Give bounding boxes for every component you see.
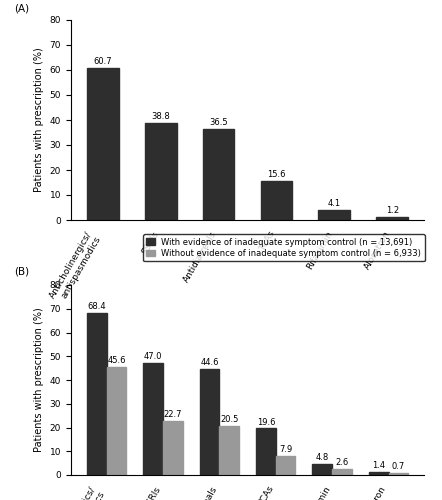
Y-axis label: Patients with prescription (%): Patients with prescription (%)	[34, 308, 44, 452]
Legend: With evidence of inadequate symptom control (n = 13,691), Without evidence of in: With evidence of inadequate symptom cont…	[143, 234, 425, 262]
Text: 7.9: 7.9	[279, 446, 292, 454]
Bar	[332, 469, 352, 475]
Bar	[369, 472, 389, 475]
Bar	[87, 312, 107, 475]
Text: 4.1: 4.1	[328, 198, 341, 208]
Text: 15.6: 15.6	[267, 170, 286, 179]
Bar	[107, 366, 126, 475]
Text: 45.6: 45.6	[107, 356, 126, 365]
Bar	[202, 128, 235, 220]
Y-axis label: Patients with prescription (%): Patients with prescription (%)	[34, 48, 44, 193]
X-axis label: Drug class/type: Drug class/type	[209, 310, 286, 320]
Text: 22.7: 22.7	[164, 410, 182, 419]
Text: (B): (B)	[14, 266, 29, 276]
Bar	[377, 217, 408, 220]
Bar	[319, 210, 351, 220]
Text: 47.0: 47.0	[144, 352, 162, 362]
Text: 60.7: 60.7	[93, 57, 112, 66]
Text: 44.6: 44.6	[200, 358, 219, 367]
Text: 2.6: 2.6	[335, 458, 349, 467]
Text: 1.4: 1.4	[372, 461, 385, 470]
Bar	[200, 369, 219, 475]
Bar	[260, 181, 293, 220]
Bar	[163, 421, 183, 475]
Bar	[219, 426, 239, 475]
Bar	[143, 364, 163, 475]
Text: 36.5: 36.5	[209, 118, 228, 126]
Text: 0.7: 0.7	[392, 462, 405, 471]
Bar	[389, 474, 408, 475]
Bar	[276, 456, 295, 475]
Bar	[145, 123, 176, 220]
Text: 20.5: 20.5	[220, 416, 238, 424]
Bar	[87, 68, 118, 220]
Text: 1.2: 1.2	[386, 206, 399, 215]
Bar	[256, 428, 276, 475]
Text: (A): (A)	[14, 4, 29, 14]
Text: 4.8: 4.8	[316, 452, 329, 462]
Bar	[312, 464, 332, 475]
Text: 19.6: 19.6	[257, 418, 275, 426]
Text: 68.4: 68.4	[88, 302, 106, 310]
Text: 38.8: 38.8	[151, 112, 170, 121]
